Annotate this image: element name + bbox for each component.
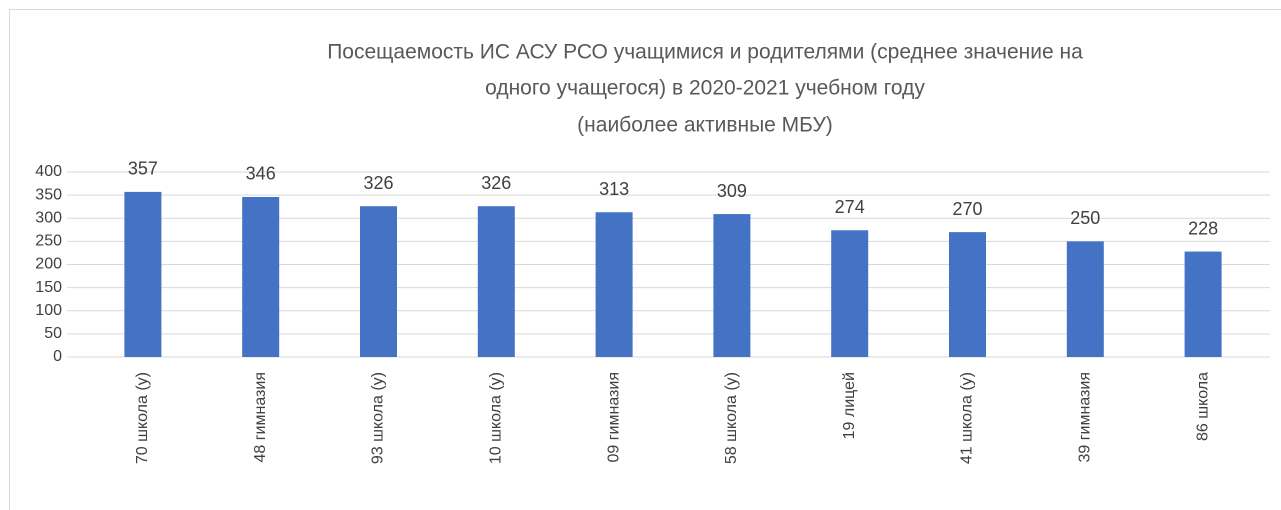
bar bbox=[360, 206, 397, 357]
value-label: 270 bbox=[952, 199, 982, 219]
x-tick-label: 48 гимназия bbox=[252, 372, 269, 463]
y-tick-label: 150 bbox=[35, 279, 62, 296]
y-tick-label: 200 bbox=[35, 256, 62, 273]
y-tick-label: 400 bbox=[35, 163, 62, 180]
y-tick-label: 350 bbox=[35, 186, 62, 203]
x-tick-label: 09 гимназия bbox=[605, 372, 622, 463]
x-tick-label: 10 школа (у) bbox=[488, 372, 505, 464]
bar bbox=[949, 232, 986, 357]
chart-title-line: Посещаемость ИС АСУ РСО учащимися и роди… bbox=[327, 41, 1083, 64]
bar bbox=[477, 206, 515, 357]
bar bbox=[124, 191, 162, 357]
bar bbox=[1184, 251, 1222, 357]
chart-title-line: (наиболее активные МБУ) bbox=[577, 114, 833, 137]
y-tick-label: 300 bbox=[35, 209, 62, 226]
x-tick-label: 86 школа bbox=[1194, 372, 1211, 441]
bar bbox=[713, 214, 751, 357]
value-label: 309 bbox=[717, 181, 747, 201]
bar bbox=[1066, 241, 1104, 357]
y-tick-label: 250 bbox=[35, 233, 62, 250]
value-label: 346 bbox=[246, 164, 276, 184]
chart-title-line: одного учащегося) в 2020-2021 учебном го… bbox=[485, 77, 925, 100]
y-tick-label: 100 bbox=[35, 302, 62, 319]
x-tick-label: 70 школа (у) bbox=[134, 372, 151, 464]
bar bbox=[831, 230, 869, 357]
x-tick-label: 19 лицей bbox=[841, 372, 858, 439]
x-tick-label: 41 школа (у) bbox=[959, 372, 976, 464]
x-tick-label: 39 гимназия bbox=[1077, 372, 1094, 463]
x-tick-label: 58 школа (у) bbox=[723, 372, 740, 464]
y-tick-label: 50 bbox=[44, 325, 62, 342]
bar bbox=[595, 212, 633, 357]
y-tick-label: 0 bbox=[53, 348, 62, 365]
value-label: 228 bbox=[1188, 218, 1218, 238]
chart-frame bbox=[9, 9, 1281, 510]
value-label: 274 bbox=[835, 197, 865, 217]
bar bbox=[242, 196, 280, 357]
value-label: 326 bbox=[481, 173, 511, 193]
value-label: 326 bbox=[363, 173, 393, 193]
value-label: 313 bbox=[599, 179, 629, 199]
x-tick-label: 93 школа (у) bbox=[370, 372, 387, 464]
value-label: 250 bbox=[1070, 208, 1100, 228]
value-label: 357 bbox=[128, 159, 158, 179]
